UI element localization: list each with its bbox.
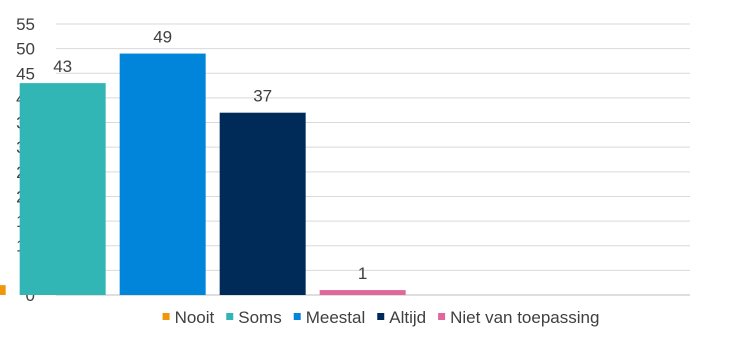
y-tick-label: 55 [16,15,35,34]
legend-item-nooit: Nooit [162,308,215,327]
y-tick-label: 0 [26,286,35,305]
legend-swatch [438,313,446,320]
bar-soms [19,83,106,295]
legend-item-soms: Soms [226,308,282,327]
legend-label: Altijd [389,308,426,327]
legend-item-meestal: Meestal [293,308,366,327]
y-tick-label: 45 [16,64,35,83]
data-label-niet-van-toepassing: 1 [358,264,367,283]
bars [0,53,406,296]
legend-item-niet-van-toepassing: Niet van toepassing [438,308,599,327]
legend-item-altijd: Altijd [377,308,426,327]
data-label-soms: 43 [53,57,72,76]
legend-swatch [162,313,170,320]
bar-altijd [219,112,306,295]
y-tick-label: 50 [16,40,35,59]
data-label-meestal: 49 [153,28,172,47]
legend-swatch [293,313,301,320]
legend: Nooit Soms Meestal Altijd Niet van toepassin… [162,308,599,327]
legend-swatch [377,313,385,320]
legend-label: Meestal [306,308,366,327]
data-label-altijd: 37 [253,87,272,106]
legend-swatch [226,313,234,320]
bar-nooit [0,285,6,295]
data-labels: 24349371 [53,28,367,284]
legend-label: Soms [238,308,281,327]
legend-label: Niet van toepassing [450,308,599,327]
bar-meestal [119,53,206,296]
bar-niet-van-toepassing [319,290,406,295]
legend-label: Nooit [175,308,215,327]
